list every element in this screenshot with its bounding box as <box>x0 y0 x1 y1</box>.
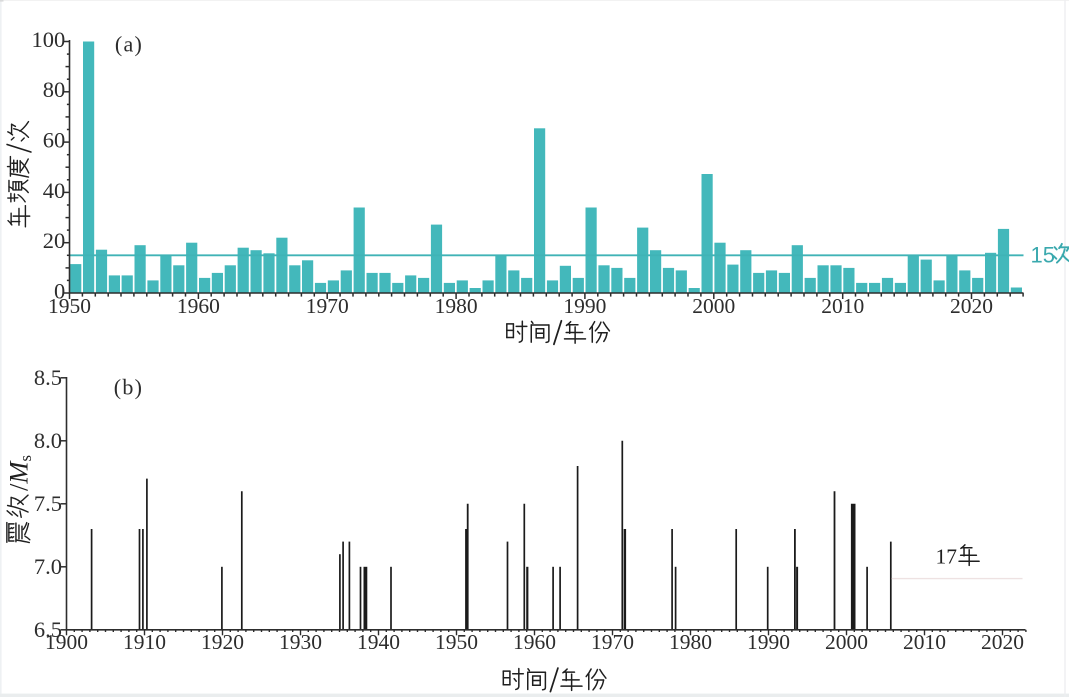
svg-text:8.0: 8.0 <box>34 428 62 453</box>
svg-text:1970: 1970 <box>591 630 634 654</box>
svg-text:8.5: 8.5 <box>34 365 62 390</box>
svg-text:6.5: 6.5 <box>34 617 62 642</box>
svg-text:0: 0 <box>54 278 65 303</box>
svg-text:100: 100 <box>31 27 65 52</box>
svg-text:1900: 1900 <box>45 630 88 654</box>
svg-text:60: 60 <box>43 128 66 153</box>
svg-text:1980: 1980 <box>669 630 712 654</box>
svg-text:1960: 1960 <box>513 630 556 654</box>
svg-text:7.0: 7.0 <box>34 554 62 579</box>
svg-text:2010: 2010 <box>821 294 864 318</box>
svg-text:80: 80 <box>43 77 66 102</box>
svg-text:20: 20 <box>43 228 66 253</box>
svg-text:(a): (a) <box>115 32 143 57</box>
svg-text:1990: 1990 <box>563 294 606 318</box>
svg-text:17: 17 <box>936 545 958 569</box>
svg-text:1970: 1970 <box>306 294 349 318</box>
svg-text:7.5: 7.5 <box>34 491 62 516</box>
svg-text:1910: 1910 <box>123 630 166 654</box>
svg-text:1960: 1960 <box>177 294 220 318</box>
svg-text:1990: 1990 <box>747 630 790 654</box>
svg-text:2000: 2000 <box>825 630 868 654</box>
svg-text:2010: 2010 <box>903 630 946 654</box>
svg-text:1950: 1950 <box>48 294 91 318</box>
svg-text:1950: 1950 <box>435 630 478 654</box>
svg-text:2000: 2000 <box>692 294 735 318</box>
svg-text:1930: 1930 <box>279 630 322 654</box>
svg-text:40: 40 <box>43 178 66 203</box>
svg-text:15: 15 <box>1031 243 1055 268</box>
svg-text:2020: 2020 <box>950 294 993 318</box>
svg-text:2020: 2020 <box>981 630 1024 654</box>
svg-text:(b): (b) <box>114 375 144 400</box>
svg-text:1980: 1980 <box>435 294 478 318</box>
svg-text:1920: 1920 <box>201 630 244 654</box>
svg-text:1940: 1940 <box>357 630 400 654</box>
